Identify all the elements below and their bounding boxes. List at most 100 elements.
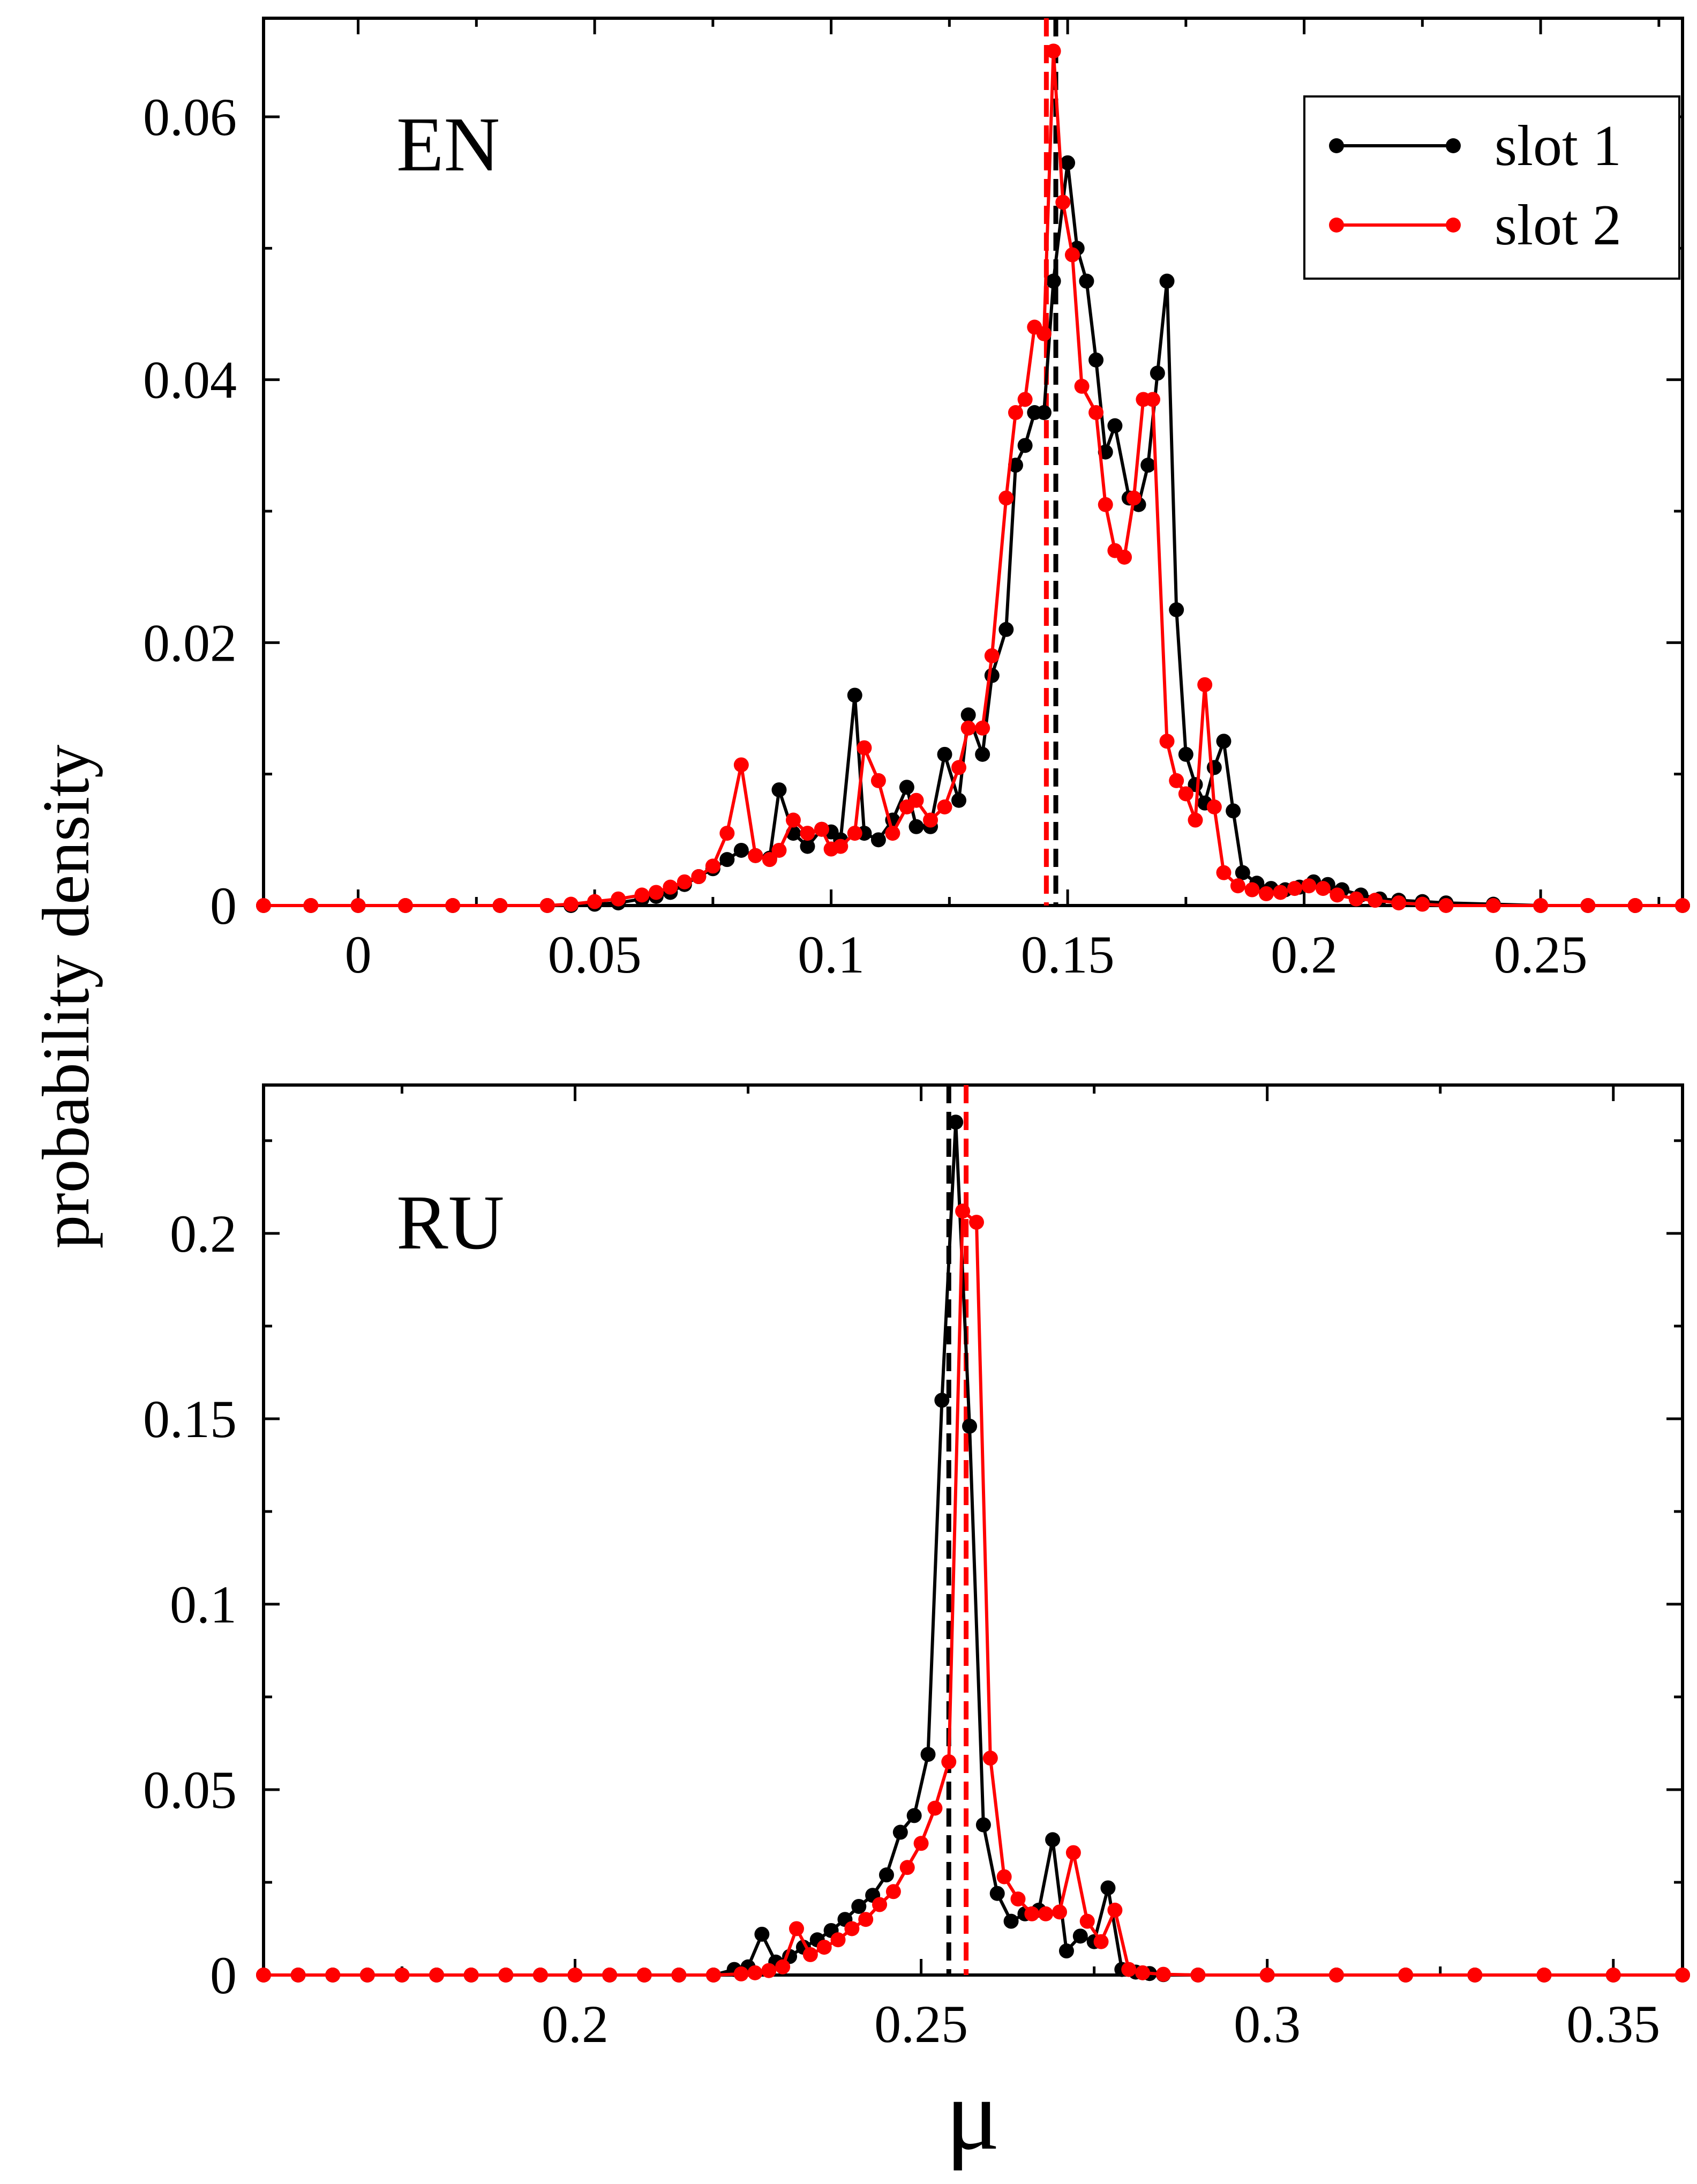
data-point-slot-1: [934, 1393, 950, 1408]
y-tick-label: 0.1: [170, 1575, 237, 1634]
series-en: [256, 43, 1690, 913]
data-point-slot-2: [325, 1968, 341, 1983]
data-point-slot-2: [1135, 1965, 1151, 1980]
x-tick-label: 0.25: [874, 1994, 968, 2054]
x-tick-label: 0.2: [542, 1994, 609, 2054]
data-point-slot-2: [359, 1968, 375, 1983]
data-point-slot-2: [785, 812, 801, 828]
data-point-slot-2: [899, 1860, 915, 1875]
panel-en: 0 0.05 0.1 0.15 0.2 0.25 0 0.02 0.04 0.06 EN slot…: [143, 17, 1690, 984]
data-point-slot-2: [1438, 898, 1454, 913]
data-point-slot-2: [1259, 1968, 1275, 1983]
data-point-slot-1: [1072, 1928, 1088, 1944]
data-point-slot-2: [960, 720, 976, 736]
data-point-slot-2: [1391, 895, 1407, 911]
data-point-slot-1: [1003, 1913, 1019, 1929]
data-point-slot-2: [830, 1932, 846, 1948]
data-point-slot-2: [1046, 43, 1061, 59]
data-point-slot-2: [587, 894, 603, 909]
data-point-slot-2: [975, 720, 990, 736]
data-point-slot-2: [1098, 497, 1113, 512]
data-point-slot-1: [1235, 865, 1250, 880]
data-point-slot-2: [1216, 865, 1232, 880]
data-point-slot-1: [975, 1817, 991, 1833]
data-point-slot-1: [870, 832, 886, 848]
data-point-slot-1: [1060, 155, 1076, 170]
data-point-slot-2: [1064, 247, 1080, 263]
data-point-slot-2: [858, 1912, 874, 1927]
data-point-slot-2: [677, 874, 692, 889]
data-point-slot-2: [498, 1968, 514, 1983]
y-tick-label: 0: [210, 1946, 237, 2005]
data-point-slot-1: [1150, 365, 1165, 381]
data-point-slot-2: [927, 1800, 943, 1816]
data-point-slot-2: [1121, 1962, 1137, 1977]
data-point-slot-2: [1605, 1968, 1621, 1983]
data-point-slot-2: [733, 757, 749, 773]
data-point-slot-2: [1155, 1966, 1171, 1982]
data-point-slot-2: [937, 799, 952, 814]
data-point-slot-2: [857, 740, 872, 756]
data-point-slot-2: [1287, 881, 1302, 896]
data-point-slot-2: [671, 1968, 687, 1983]
data-point-slot-1: [920, 1747, 936, 1762]
data-point-slot-2: [1093, 1934, 1109, 1949]
data-point-slot-2: [1398, 1968, 1414, 1983]
data-point-slot-2: [923, 812, 938, 828]
data-point-slot-1: [1216, 734, 1232, 749]
y-tick-label: 0.02: [143, 613, 237, 672]
data-point-slot-2: [1415, 896, 1430, 912]
y-tick-label: 0.15: [143, 1389, 237, 1449]
x-tick-label: 0.15: [1021, 925, 1115, 984]
data-point-slot-2: [775, 1959, 791, 1974]
data-point-slot-2: [256, 898, 271, 913]
data-point-slot-1: [998, 622, 1014, 637]
x-tick-label: 0.2: [1271, 925, 1338, 984]
data-point-slot-2: [762, 852, 777, 867]
data-point-slot-2: [816, 1940, 832, 1955]
plot-frame-en: [262, 17, 1684, 907]
data-point-slot-1: [733, 842, 749, 858]
data-point-slot-2: [397, 898, 413, 913]
data-point-slot-2: [492, 898, 508, 913]
data-point-slot-1: [1046, 273, 1061, 289]
data-point-slot-2: [1188, 812, 1203, 828]
data-point-slot-1: [719, 852, 735, 867]
data-point-slot-1: [1045, 1832, 1061, 1848]
x-tick-label: 0: [345, 925, 372, 984]
x-tick-label: 0.25: [1494, 925, 1588, 984]
data-point-slot-2: [1315, 881, 1331, 896]
series-line-slot-2: [264, 1209, 1683, 1977]
data-point-slot-1: [975, 746, 990, 762]
data-point-slot-2: [984, 648, 1000, 663]
data-point-slot-2: [1244, 882, 1260, 897]
data-point-slot-2: [445, 898, 461, 913]
data-point-slot-2: [802, 1947, 818, 1962]
data-point-slot-2: [1010, 1891, 1026, 1907]
data-point-slot-1: [1178, 746, 1193, 762]
data-point-slot-2: [733, 1966, 749, 1981]
panel-ru: 0.2 0.25 0.3 0.35 0 0.05 0.1 0.15 0.2 RU: [143, 1083, 1690, 2054]
data-point-slot-2: [350, 898, 366, 913]
series-ru: [256, 1115, 1690, 1983]
data-point-slot-2: [1190, 1968, 1206, 1983]
data-point-slot-1: [1036, 405, 1052, 420]
data-point-slot-2: [996, 1869, 1012, 1884]
data-point-slot-2: [611, 891, 626, 907]
data-point-slot-2: [636, 1968, 652, 1983]
data-point-slot-1: [1169, 602, 1184, 617]
data-point-slot-2: [998, 490, 1014, 506]
data-point-slot-2: [1301, 878, 1317, 894]
data-point-slot-2: [833, 839, 848, 854]
data-point-slot-2: [1055, 195, 1071, 210]
data-point-slot-2: [705, 1968, 721, 1983]
data-point-slot-2: [1580, 898, 1596, 913]
legend: slot 1 slot 2: [1303, 95, 1680, 280]
data-point-slot-2: [789, 1921, 804, 1936]
data-point-slot-2: [648, 885, 664, 900]
data-point-slot-2: [955, 1203, 971, 1219]
data-point-slot-2: [563, 896, 579, 912]
data-point-slot-2: [567, 1968, 583, 1983]
legend-label-slot-2: slot 2: [1495, 193, 1621, 257]
